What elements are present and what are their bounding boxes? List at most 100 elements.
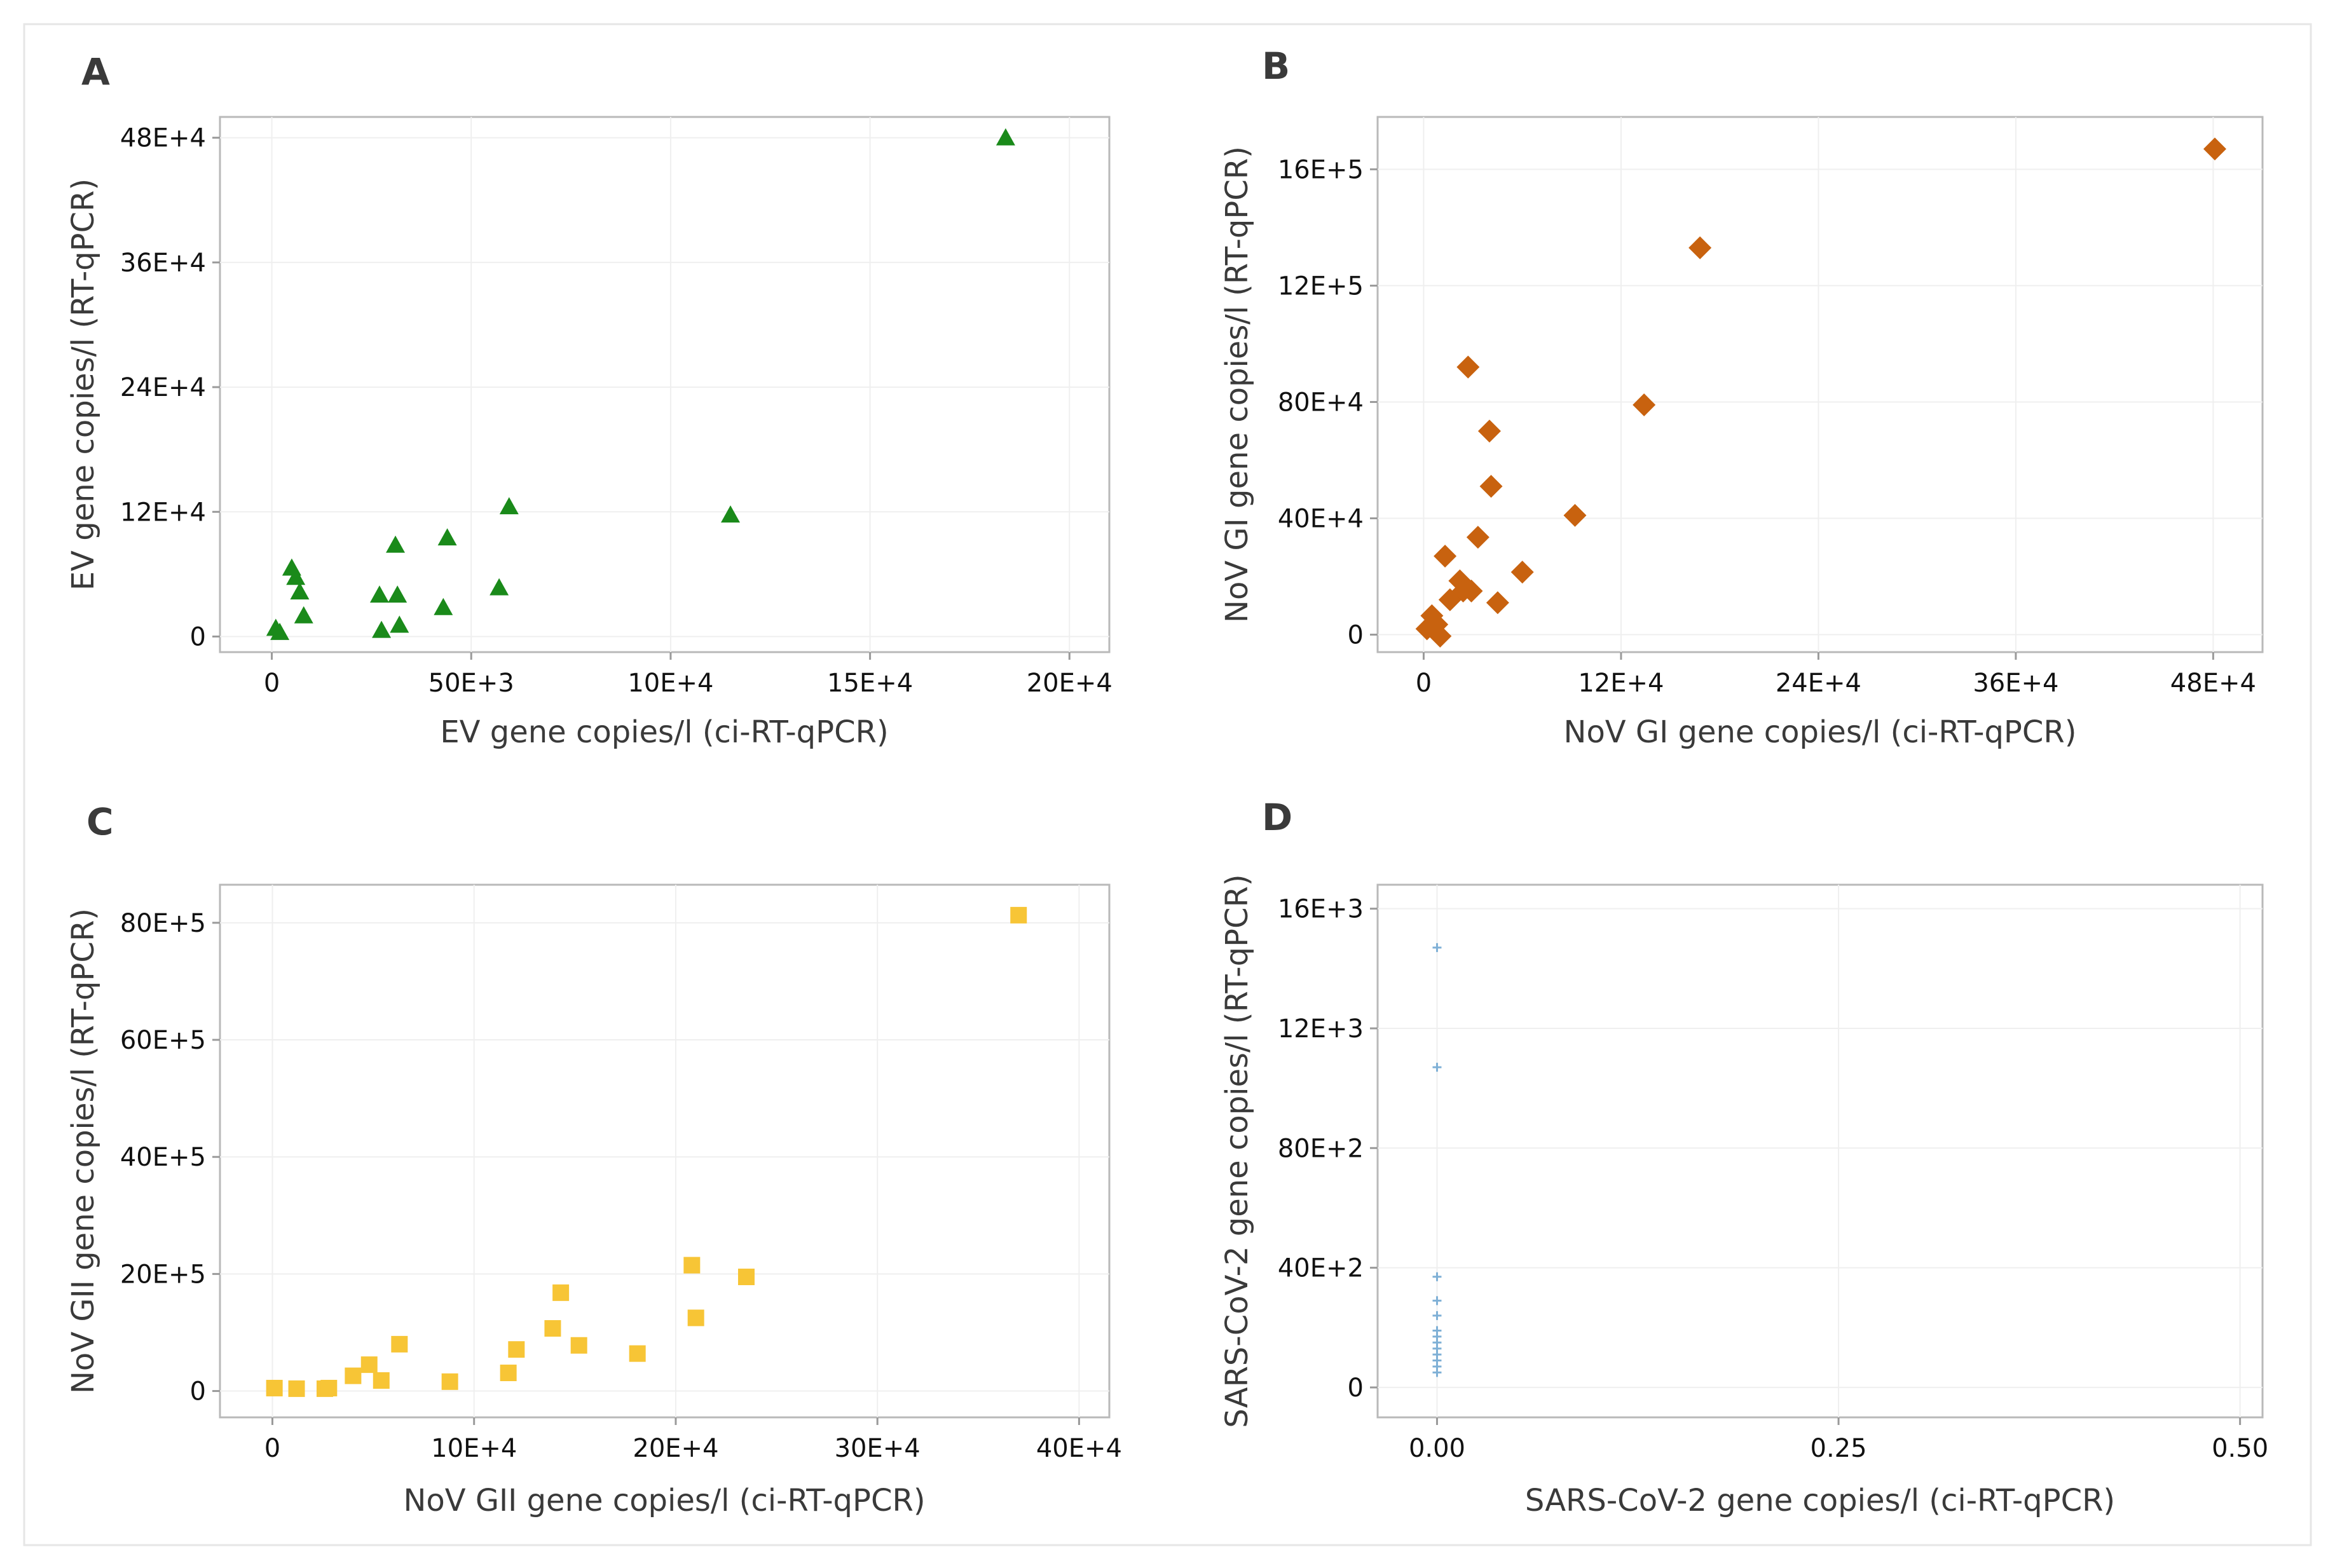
panel-c-data-point — [360, 1356, 378, 1374]
panel-c-x-tick-label: 20E+4 — [633, 1434, 718, 1463]
panel-a-points — [266, 128, 1015, 640]
panel-b-y-tick-label: 12E+5 — [1278, 271, 1364, 301]
panel-a-data-point — [270, 622, 290, 640]
panel-b-x-tick-label: 12E+4 — [1578, 669, 1664, 698]
panel-d-y-tick-label: 0 — [1348, 1374, 1364, 1403]
panel-b-ticks: 0 12E+4 24E+4 36E+4 48E+4 0 40E+4 80E+4 12E+5 16E… — [1278, 155, 2256, 698]
panel-a-y-tick-label: 12E+4 — [120, 498, 206, 527]
panel-c-x-tick-label: 0 — [264, 1434, 280, 1463]
panel-b-x-tick-label: 48E+4 — [2170, 669, 2256, 698]
panel-c-data-point — [629, 1345, 646, 1362]
panel-b: B 0 12E+4 24E+4 36E+4 48E+4 0 40E+4 80E+4 12E+5 1… — [1219, 44, 2264, 750]
panel-a-x-axis-label: EV gene copies/l (ci-RT-qPCR) — [440, 714, 888, 750]
panel-a-ticks: 0 50E+3 10E+4 15E+4 20E+4 0 12E+4 24E+4 36E+4 48E… — [120, 124, 1113, 698]
panel-a-data-point — [996, 128, 1015, 146]
panel-c-data-point — [570, 1337, 587, 1354]
panel-c-y-tick-label: 80E+5 — [120, 909, 206, 938]
panel-a-data-point — [437, 528, 457, 546]
panel-b-y-tick-label: 16E+5 — [1278, 155, 1364, 184]
panel-d-gridlines — [1378, 885, 2263, 1417]
figure-frame — [23, 23, 2312, 1546]
panel-b-x-tick-label: 36E+4 — [1973, 669, 2058, 698]
panel-a-x-tick-label: 50E+3 — [428, 669, 514, 698]
panel-a-letter: A — [81, 50, 110, 93]
panel-b-data-point — [1477, 419, 1501, 443]
panel-b-data-point — [1434, 544, 1457, 568]
panel-a-data-point — [499, 497, 519, 515]
panel-c-data-point — [552, 1284, 570, 1301]
panel-d-plot-area — [1376, 883, 2264, 1419]
panel-c-data-point — [1010, 906, 1027, 924]
panel-c-x-tick-label: 30E+4 — [835, 1434, 921, 1463]
panel-b-y-axis-label: NoV GI gene copies/l (RT-qPCR) — [1219, 146, 1255, 623]
panel-a-data-point — [372, 620, 392, 638]
panel-b-data-point — [1688, 236, 1712, 259]
panel-a-gridlines — [220, 117, 1109, 652]
panel-c-y-tick-label: 0 — [190, 1377, 206, 1407]
panel-b-data-point — [2203, 137, 2226, 161]
panel-c-y-tick-label: 60E+5 — [120, 1026, 206, 1055]
panel-c-data-point — [683, 1257, 701, 1274]
panel-a-y-tick-label: 0 — [190, 622, 206, 651]
panel-b-y-tick-label: 40E+4 — [1278, 505, 1364, 534]
panel-d-ticks: 0.00 0.25 0.50 0 40E+2 80E+2 12E+3 16E+3 — [1278, 895, 2268, 1463]
panel-c-data-point — [441, 1373, 458, 1390]
panel-c-x-tick-label: 10E+4 — [431, 1434, 517, 1463]
panel-a-data-point — [294, 606, 313, 624]
panel-a-data-point — [286, 568, 306, 585]
panel-d-x-tick-label: 0.50 — [2212, 1434, 2268, 1463]
panel-a-y-axis-label: EV gene copies/l (RT-qPCR) — [65, 179, 101, 590]
panel-b-points — [1415, 137, 2226, 648]
panel-d-data-point — [1432, 943, 1442, 952]
panel-d-data-point — [1432, 1063, 1442, 1072]
panel-c-data-point — [288, 1380, 305, 1397]
panel-b-data-point — [1456, 355, 1480, 379]
panel-c-data-point — [737, 1268, 755, 1285]
panel-c-data-point — [500, 1365, 517, 1382]
panel-a-data-point — [390, 615, 409, 633]
panel-a-data-point — [490, 578, 509, 596]
panel-b-plot-area — [1376, 116, 2264, 653]
panel-b-x-axis-label: NoV GI gene copies/l (ci-RT-qPCR) — [1564, 714, 2077, 750]
panel-c-x-tick-label: 40E+4 — [1036, 1434, 1122, 1463]
panel-c-data-point — [320, 1379, 338, 1396]
panel-b-x-tick-label: 0 — [1416, 669, 1432, 698]
panel-d-data-point — [1432, 1368, 1442, 1377]
panel-a-data-point — [290, 582, 310, 600]
panel-a-x-tick-label: 0 — [264, 669, 280, 698]
panel-d-y-tick-label: 16E+3 — [1278, 895, 1364, 924]
panel-d-data-point — [1432, 1296, 1442, 1306]
panel-d-x-tick-label: 0.00 — [1409, 1434, 1465, 1463]
panel-b-data-point — [1563, 503, 1587, 527]
panel-c-y-axis-label: NoV GII gene copies/l (RT-qPCR) — [65, 908, 101, 1394]
panel-a-x-tick-label: 10E+4 — [627, 669, 713, 698]
panel-c-data-point — [345, 1367, 362, 1384]
panel-c-data-point — [687, 1309, 704, 1326]
panel-c-data-point — [544, 1320, 561, 1337]
panel-d-x-tick-label: 0.25 — [1811, 1434, 1867, 1463]
panel-c-data-point — [266, 1379, 283, 1396]
panel-b-y-tick-label: 0 — [1348, 621, 1364, 650]
panel-b-data-point — [1510, 561, 1534, 584]
panel-d-x-axis-label: SARS-CoV-2 gene copies/l (ci-RT-qPCR) — [1525, 1483, 2115, 1518]
panel-c-y-tick-label: 40E+5 — [120, 1143, 206, 1172]
panel-d: D 0.00 0.25 0.50 0 40E+2 80E+2 12E+3 16E+3 SARS… — [1219, 796, 2268, 1518]
panel-c-data-point — [373, 1372, 390, 1389]
panel-c-x-axis-label: NoV GII gene copies/l (ci-RT-qPCR) — [403, 1483, 925, 1518]
panel-d-letter: D — [1262, 796, 1292, 839]
panel-d-points — [1432, 943, 1442, 1377]
panel-d-y-tick-label: 12E+3 — [1278, 1014, 1364, 1044]
panel-a-x-tick-label: 15E+4 — [827, 669, 913, 698]
panel-c-ticks: 0 10E+4 20E+4 30E+4 40E+4 0 20E+5 40E+5 60E+5 80E… — [120, 909, 1122, 1463]
panel-b-x-tick-label: 24E+4 — [1776, 669, 1861, 698]
panel-c-data-point — [508, 1341, 525, 1358]
panel-b-data-point — [1460, 579, 1483, 603]
panel-c-points — [266, 906, 1027, 1397]
panel-b-y-tick-label: 80E+4 — [1278, 388, 1364, 417]
panel-d-y-tick-label: 40E+2 — [1278, 1254, 1364, 1283]
panel-a-data-point — [721, 505, 741, 523]
panel-c-letter: C — [86, 800, 114, 843]
panel-a-y-tick-label: 36E+4 — [120, 249, 206, 278]
panel-b-data-point — [1466, 526, 1489, 549]
panel-c-data-point — [391, 1335, 408, 1353]
